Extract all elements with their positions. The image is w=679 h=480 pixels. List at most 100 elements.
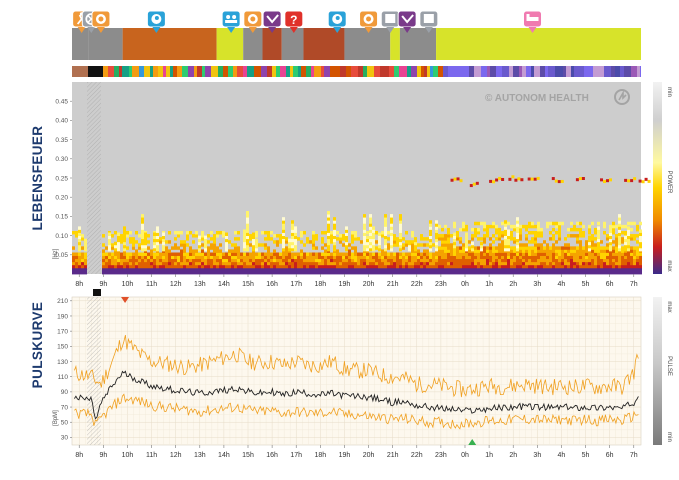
heatmap-cell: [369, 226, 372, 230]
heatmap-cell: [630, 249, 633, 253]
heatmap-cell: [489, 179, 493, 183]
heatmap-cell: [165, 246, 168, 250]
heatmap-cell: [555, 230, 558, 235]
bottom-x-tick-label: 16h: [266, 452, 278, 459]
heatmap-cell: [246, 211, 249, 215]
heatmap-cell: [618, 217, 621, 221]
heatmap-cell: [567, 252, 570, 256]
heatmap-cell: [636, 264, 639, 269]
activity-band-3: [216, 28, 244, 60]
heatmap-cell: [606, 249, 609, 253]
rest-icon[interactable]: [419, 10, 439, 33]
heatmap-cell: [375, 255, 378, 260]
heatmap-cell: [249, 255, 252, 260]
heatmap-cell: [477, 255, 480, 260]
heatmap-cell: [462, 252, 465, 256]
head-icon[interactable]: [327, 10, 347, 33]
food-icon[interactable]: [91, 10, 111, 33]
heatmap-cell: [498, 252, 501, 256]
heatmap-cell: [606, 255, 609, 260]
heatmap-cell: [438, 264, 441, 269]
heatmap-cell: [462, 227, 465, 232]
heatmap-cell: [558, 224, 561, 229]
heatmap-cell: [342, 243, 345, 247]
heatmap-cell: [576, 246, 579, 250]
heatmap-cell: [381, 255, 384, 260]
heatmap-cell: [291, 264, 294, 269]
activity-color-segment: [321, 66, 324, 77]
heatmap-cell: [615, 252, 618, 256]
heatmap-cell: [132, 264, 135, 269]
head-icon[interactable]: [146, 10, 166, 33]
heatmap-cell: [639, 261, 642, 266]
bottom-x-tick-label: 15h: [242, 452, 254, 459]
activity-color-segment: [351, 66, 358, 77]
sleep-icon[interactable]: [397, 10, 417, 33]
group-icon[interactable]: [221, 10, 241, 33]
heatmap-cell: [483, 264, 486, 269]
heatmap-cell: [261, 255, 264, 260]
question-icon[interactable]: ?: [284, 10, 304, 33]
heatmap-cell: [501, 243, 504, 247]
heatmap-cell: [501, 249, 504, 253]
heatmap-cell: [468, 246, 471, 250]
heatmap-cell: [588, 224, 591, 229]
heatmap-cell: [408, 261, 411, 266]
heatmap-cell: [459, 227, 462, 232]
heatmap-cell: [183, 264, 186, 269]
heatmap-cell: [312, 240, 315, 244]
heatmap-cell: [252, 252, 255, 256]
heatmap-cell: [312, 258, 315, 263]
heatmap-cell: [630, 255, 633, 260]
heatmap-cell: [165, 258, 168, 263]
heatmap-cell: [498, 234, 501, 238]
food-icon[interactable]: [243, 10, 263, 33]
heatmap-cell: [495, 237, 498, 241]
pulse-scale-label: PULSE: [666, 356, 672, 376]
heatmap-cell: [543, 252, 546, 256]
food-icon[interactable]: [359, 10, 379, 33]
heatmap-cell: [504, 255, 507, 260]
bed-icon[interactable]: [523, 10, 543, 33]
heatmap-cell: [591, 270, 594, 275]
heatmap-cell: [417, 255, 420, 260]
heatmap-cell: [474, 261, 477, 266]
heatmap-cell: [579, 230, 582, 235]
heatmap-cell: [489, 264, 492, 269]
heatmap-cell: [384, 223, 387, 227]
heatmap-cell: [411, 246, 414, 250]
heatmap-cell: [150, 252, 153, 256]
heatmap-cell: [477, 246, 480, 250]
heatmap-cell: [153, 241, 156, 246]
heatmap-cell: [321, 258, 324, 263]
rest-icon[interactable]: [380, 10, 400, 33]
heatmap-cell: [546, 246, 549, 250]
heatmap-cell: [486, 227, 489, 232]
heatmap-cell: [591, 240, 594, 244]
heatmap-cell: [420, 270, 423, 275]
heatmap-cell: [429, 252, 432, 256]
sleep-icon[interactable]: [262, 10, 282, 33]
heatmap-cell: [294, 229, 297, 233]
heatmap-cell: [183, 249, 186, 253]
activity-color-segment: [129, 66, 132, 77]
heatmap-cell: [582, 249, 585, 253]
heatmap-cell: [81, 246, 84, 250]
heatmap-cell: [579, 221, 582, 226]
heatmap-cell: [147, 246, 150, 250]
heatmap-cell: [447, 258, 450, 263]
heatmap-cell: [411, 261, 414, 266]
heatmap-cell: [216, 267, 219, 272]
heatmap-cell: [201, 237, 204, 241]
heatmap-cell: [297, 267, 300, 272]
heatmap-cell: [321, 264, 324, 269]
heatmap-cell: [516, 232, 519, 236]
heatmap-cell: [576, 267, 579, 272]
activity-color-segment: [158, 66, 163, 77]
heatmap-cell: [618, 264, 621, 269]
heatmap-cell: [405, 252, 408, 256]
heatmap-cell: [618, 214, 621, 218]
heatmap-cell: [435, 267, 438, 272]
heatmap-cell: [639, 267, 642, 272]
